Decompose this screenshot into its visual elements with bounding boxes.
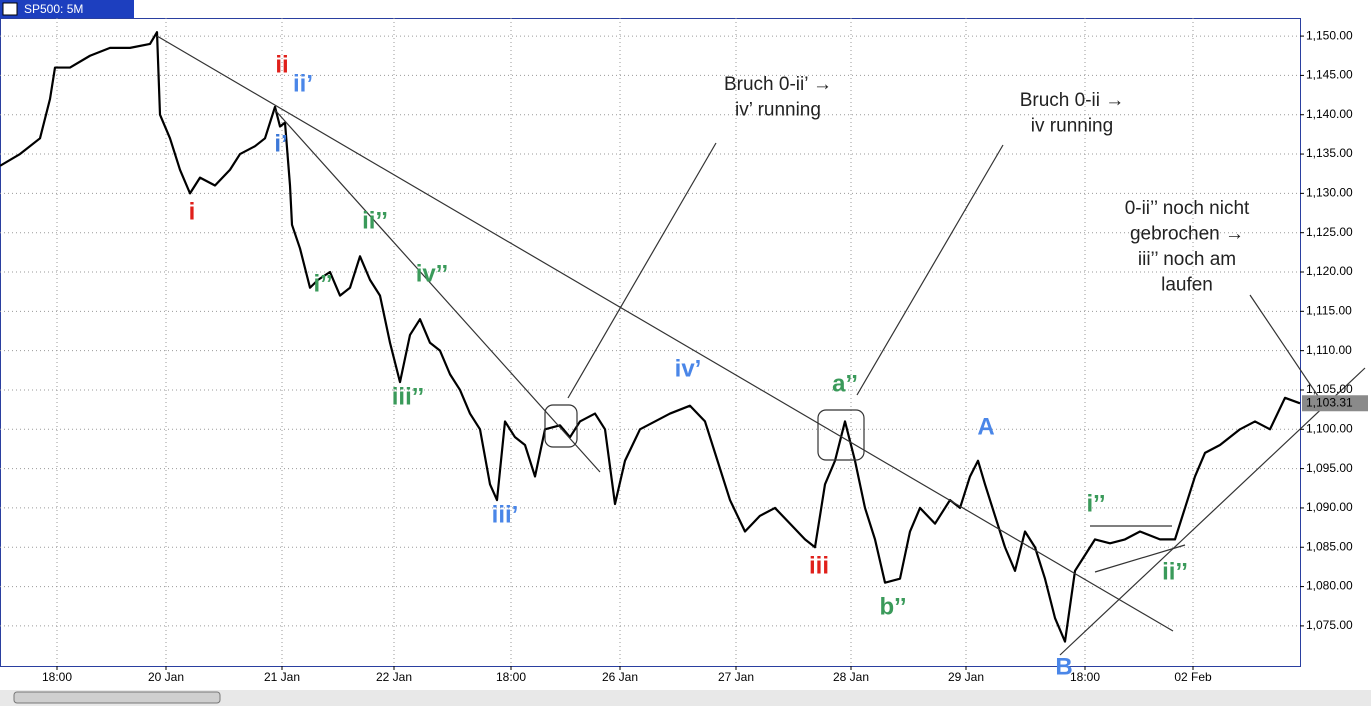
wave-label: A	[977, 413, 994, 440]
wave-label: i’’	[1086, 490, 1105, 517]
pointer-line	[1249, 294, 1323, 403]
wave-label: iv’’	[416, 260, 448, 287]
chart-title: SP500: 5M	[24, 2, 83, 16]
x-tick-label: 28 Jan	[833, 670, 869, 684]
y-tick-label: 1,120.00	[1306, 264, 1353, 278]
wave-label: iii	[809, 552, 829, 579]
wave-label: i’’	[313, 270, 332, 297]
x-tick-label: 22 Jan	[376, 670, 412, 684]
window-icon	[2, 2, 18, 16]
y-tick-label: 1,110.00	[1306, 343, 1352, 357]
y-tick-label: 1,125.00	[1306, 225, 1353, 239]
wave-label: ii	[275, 51, 288, 78]
note-text: iv running	[1031, 116, 1113, 137]
x-tick-label: 21 Jan	[264, 670, 300, 684]
current-price-label: 1,103.31	[1306, 395, 1353, 409]
y-tick-label: 1,090.00	[1306, 500, 1353, 514]
y-tick-label: 1,140.00	[1306, 107, 1353, 121]
y-tick-label: 1,150.00	[1306, 28, 1353, 42]
note-text: gebrochen →	[1130, 224, 1244, 245]
y-tick-label: 1,135.00	[1306, 146, 1353, 160]
y-tick-label: 1,105.00	[1306, 382, 1353, 396]
y-tick-label: 1,095.00	[1306, 461, 1353, 475]
y-tick-label: 1,130.00	[1306, 186, 1353, 200]
wave-label: a’’	[832, 370, 858, 397]
wave-label: ii’’	[1162, 558, 1188, 585]
note-text: 0-ii’’ noch nicht	[1125, 198, 1250, 219]
wave-label: i’	[274, 130, 287, 157]
note-text: iv’ running	[735, 100, 821, 121]
x-tick-label: 02 Feb	[1174, 670, 1212, 684]
scrollbar	[0, 690, 1371, 706]
current-price-box	[1302, 395, 1368, 412]
x-tick-label: 20 Jan	[148, 670, 184, 684]
x-tick-label: 18:00	[496, 670, 526, 684]
scroll-thumb[interactable]	[13, 691, 221, 704]
wave-label: iv’	[675, 355, 702, 382]
note-text: Bruch 0-ii’ →	[724, 74, 832, 95]
x-tick-label: 26 Jan	[602, 670, 638, 684]
trend-line	[1059, 367, 1366, 656]
price-line	[0, 31, 1301, 643]
y-tick-label: 1,145.00	[1306, 68, 1353, 82]
title-tab	[0, 0, 134, 18]
highlight-box	[544, 404, 578, 448]
x-tick-label: 18:00	[42, 670, 72, 684]
trend-line	[156, 35, 1174, 632]
y-tick-label: 1,080.00	[1306, 579, 1353, 593]
highlight-box	[817, 409, 865, 461]
trend-lines	[156, 35, 1366, 656]
wave-label: ii’’	[362, 207, 388, 234]
y-tick-label: 1,115.00	[1306, 304, 1352, 318]
pointer-line	[567, 142, 717, 399]
trend-line	[274, 109, 601, 473]
x-tick-label: 18:00	[1070, 670, 1100, 684]
wave-label: iii’’	[392, 383, 424, 410]
x-tick-label: 29 Jan	[948, 670, 984, 684]
wave-label: ii’	[293, 70, 313, 97]
y-tick-label: 1,085.00	[1306, 539, 1353, 553]
wave-label: b’’	[879, 593, 906, 620]
grid	[0, 18, 1300, 666]
x-tick-label: 27 Jan	[718, 670, 754, 684]
trend-line	[1094, 544, 1186, 573]
y-tick-label: 1,100.00	[1306, 421, 1353, 435]
note-text: iii’’ noch am	[1138, 249, 1236, 270]
note-text: Bruch 0-ii →	[1020, 90, 1125, 111]
y-tick-label: 1,075.00	[1306, 618, 1353, 632]
wave-label: iii’	[492, 501, 519, 528]
wave-label: B	[1055, 653, 1072, 680]
wave-label: i	[189, 198, 196, 225]
pointer-line	[856, 144, 1004, 396]
plot-frame	[0, 18, 1301, 667]
note-text: laufen	[1161, 275, 1213, 296]
